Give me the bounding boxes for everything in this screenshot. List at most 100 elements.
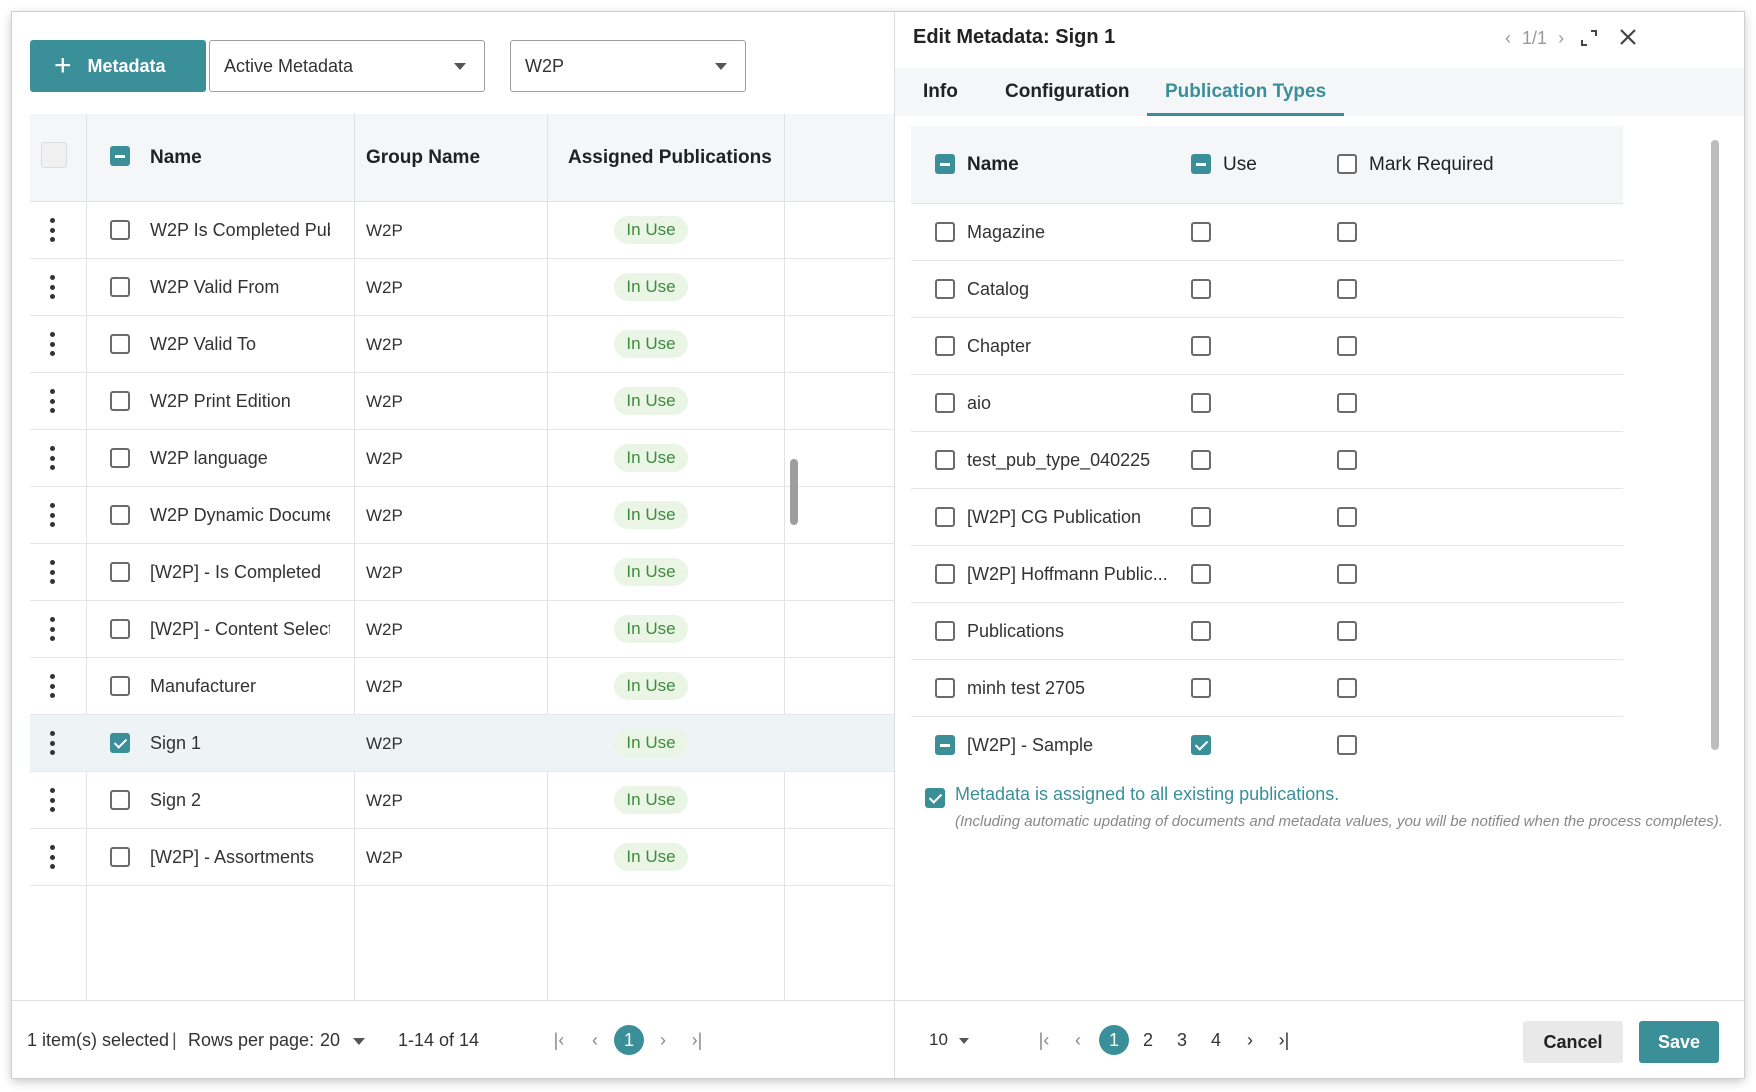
next-page-icon[interactable]: › bbox=[1235, 1025, 1265, 1055]
pub-row-checkbox[interactable] bbox=[935, 678, 955, 698]
mark-required-checkbox[interactable] bbox=[1337, 450, 1357, 470]
pub-row-checkbox[interactable] bbox=[935, 393, 955, 413]
table-row[interactable]: W2P Valid ToW2PIn Use bbox=[30, 316, 894, 373]
row-checkbox[interactable] bbox=[110, 676, 130, 696]
next-record-icon[interactable]: › bbox=[1558, 28, 1564, 48]
panel-page-2[interactable]: 2 bbox=[1133, 1025, 1163, 1055]
table-row[interactable]: W2P Valid FromW2PIn Use bbox=[30, 259, 894, 316]
row-menu-icon[interactable] bbox=[50, 617, 56, 641]
expand-icon[interactable] bbox=[1579, 28, 1599, 54]
row-checkbox[interactable] bbox=[110, 505, 130, 525]
pub-select-all-checkbox[interactable] bbox=[935, 154, 955, 174]
pub-type-row[interactable]: Chapter bbox=[911, 318, 1623, 375]
tab-publication-types[interactable]: Publication Types bbox=[1147, 68, 1344, 116]
next-page-icon[interactable]: › bbox=[648, 1025, 678, 1055]
panel-page-4[interactable]: 4 bbox=[1201, 1025, 1231, 1055]
filter-select[interactable]: Active Metadata bbox=[209, 40, 485, 92]
row-menu-icon[interactable] bbox=[50, 560, 56, 584]
first-page-icon[interactable]: |‹ bbox=[544, 1025, 574, 1055]
pub-type-row[interactable]: [W2P] CG Publication bbox=[911, 489, 1623, 546]
row-menu-icon[interactable] bbox=[50, 731, 56, 755]
use-checkbox[interactable] bbox=[1191, 507, 1211, 527]
column-header-name[interactable]: Name bbox=[150, 114, 202, 202]
pub-type-row[interactable]: Magazine bbox=[911, 204, 1623, 261]
close-icon[interactable] bbox=[1617, 26, 1639, 54]
prev-record-icon[interactable]: ‹ bbox=[1505, 28, 1511, 48]
column-header-assigned[interactable]: Assigned Publications bbox=[568, 114, 772, 202]
row-checkbox[interactable] bbox=[110, 847, 130, 867]
pub-type-row[interactable]: test_pub_type_040225 bbox=[911, 432, 1623, 489]
select-all-checkbox[interactable] bbox=[110, 146, 130, 166]
column-header-group[interactable]: Group Name bbox=[366, 114, 480, 202]
pub-type-row[interactable]: Publications bbox=[911, 603, 1623, 660]
rows-per-page-select[interactable]: 20 bbox=[320, 1001, 365, 1078]
mark-required-checkbox[interactable] bbox=[1337, 507, 1357, 527]
pub-row-checkbox[interactable] bbox=[935, 735, 955, 755]
use-checkbox[interactable] bbox=[1191, 450, 1211, 470]
assign-all-checkbox[interactable] bbox=[925, 788, 945, 808]
page-size-select[interactable]: 10 bbox=[929, 1001, 969, 1078]
mark-required-checkbox[interactable] bbox=[1337, 393, 1357, 413]
prev-page-icon[interactable]: ‹ bbox=[1063, 1025, 1093, 1055]
row-menu-icon[interactable] bbox=[50, 788, 56, 812]
mark-required-checkbox[interactable] bbox=[1337, 222, 1357, 242]
pub-type-row[interactable]: Catalog bbox=[911, 261, 1623, 318]
pub-row-checkbox[interactable] bbox=[935, 564, 955, 584]
pub-type-row[interactable]: aio bbox=[911, 375, 1623, 432]
table-row[interactable]: W2P Is Completed Public...W2PIn Use bbox=[30, 202, 894, 259]
table-row[interactable]: ManufacturerW2PIn Use bbox=[30, 658, 894, 715]
pub-type-row[interactable]: minh test 2705 bbox=[911, 660, 1623, 717]
table-row[interactable]: Sign 1W2PIn Use bbox=[30, 715, 894, 772]
panel-resize-handle[interactable] bbox=[790, 459, 798, 525]
row-menu-icon[interactable] bbox=[50, 275, 56, 299]
pub-row-checkbox[interactable] bbox=[935, 336, 955, 356]
pub-row-checkbox[interactable] bbox=[935, 222, 955, 242]
cancel-button[interactable]: Cancel bbox=[1523, 1021, 1623, 1063]
pub-row-checkbox[interactable] bbox=[935, 279, 955, 299]
row-menu-icon[interactable] bbox=[50, 389, 56, 413]
row-menu-icon[interactable] bbox=[50, 845, 56, 869]
row-checkbox[interactable] bbox=[110, 790, 130, 810]
tab-configuration[interactable]: Configuration bbox=[1005, 68, 1130, 116]
table-row[interactable]: [W2P] - AssortmentsW2PIn Use bbox=[30, 829, 894, 886]
row-checkbox[interactable] bbox=[110, 733, 130, 753]
last-page-icon[interactable]: ›| bbox=[1269, 1025, 1299, 1055]
mark-required-checkbox[interactable] bbox=[1337, 336, 1357, 356]
use-checkbox[interactable] bbox=[1191, 735, 1211, 755]
pub-row-checkbox[interactable] bbox=[935, 450, 955, 470]
row-checkbox[interactable] bbox=[110, 448, 130, 468]
row-menu-icon[interactable] bbox=[50, 332, 56, 356]
row-menu-icon[interactable] bbox=[50, 218, 56, 242]
use-all-checkbox[interactable] bbox=[1191, 154, 1211, 174]
row-checkbox[interactable] bbox=[110, 619, 130, 639]
table-row[interactable]: W2P Print EditionW2PIn Use bbox=[30, 373, 894, 430]
use-checkbox[interactable] bbox=[1191, 336, 1211, 356]
row-checkbox[interactable] bbox=[110, 220, 130, 240]
column-menu-icon[interactable] bbox=[41, 142, 67, 168]
use-checkbox[interactable] bbox=[1191, 621, 1211, 641]
row-menu-icon[interactable] bbox=[50, 446, 56, 470]
use-checkbox[interactable] bbox=[1191, 678, 1211, 698]
tab-info[interactable]: Info bbox=[923, 68, 958, 116]
add-metadata-button[interactable]: + Metadata bbox=[30, 40, 206, 92]
use-checkbox[interactable] bbox=[1191, 393, 1211, 413]
group-select[interactable]: W2P bbox=[510, 40, 746, 92]
row-checkbox[interactable] bbox=[110, 334, 130, 354]
last-page-icon[interactable]: ›| bbox=[682, 1025, 712, 1055]
record-navigator[interactable]: ‹ 1/1 › bbox=[1505, 28, 1564, 49]
table-row[interactable]: W2P languageW2PIn Use bbox=[30, 430, 894, 487]
required-all-checkbox[interactable] bbox=[1337, 154, 1357, 174]
first-page-icon[interactable]: |‹ bbox=[1029, 1025, 1059, 1055]
mark-required-checkbox[interactable] bbox=[1337, 279, 1357, 299]
table-row[interactable]: [W2P] - Content Selectio...W2PIn Use bbox=[30, 601, 894, 658]
use-checkbox[interactable] bbox=[1191, 222, 1211, 242]
mark-required-checkbox[interactable] bbox=[1337, 564, 1357, 584]
pub-row-checkbox[interactable] bbox=[935, 621, 955, 641]
prev-page-icon[interactable]: ‹ bbox=[580, 1025, 610, 1055]
page-button-1[interactable]: 1 bbox=[614, 1025, 644, 1055]
pub-row-checkbox[interactable] bbox=[935, 507, 955, 527]
row-checkbox[interactable] bbox=[110, 391, 130, 411]
save-button[interactable]: Save bbox=[1639, 1021, 1719, 1063]
row-checkbox[interactable] bbox=[110, 562, 130, 582]
table-row[interactable]: [W2P] - Is CompletedW2PIn Use bbox=[30, 544, 894, 601]
